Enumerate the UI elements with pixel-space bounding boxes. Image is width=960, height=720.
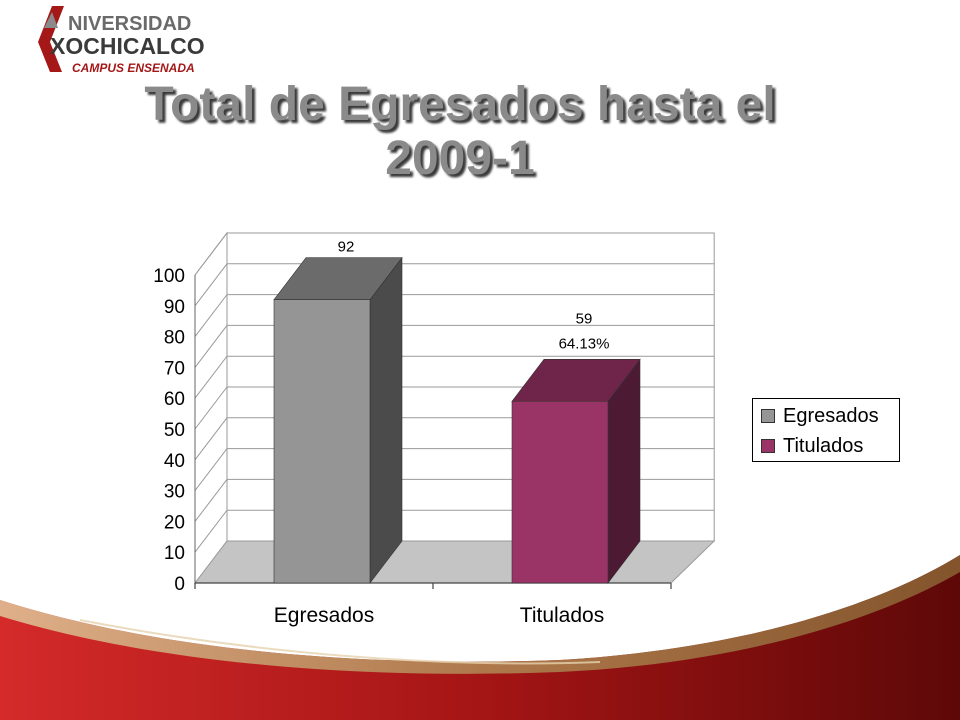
y-tick-label: 80	[164, 328, 185, 349]
y-tick-label: 100	[153, 266, 185, 287]
y-tick-label: 10	[164, 543, 185, 564]
y-tick-label: 0	[174, 574, 185, 595]
bar-egresados	[273, 299, 371, 584]
gridline	[194, 324, 715, 368]
slide-title: Total de Egresados hasta el 2009-1	[40, 78, 880, 186]
legend-swatch-egresados	[761, 409, 775, 423]
data-label-egresados: 92	[338, 239, 355, 256]
y-tick-label: 60	[164, 389, 185, 410]
y-tick-label: 30	[164, 482, 185, 503]
bar-titulados	[511, 400, 609, 584]
data-label-percent-titulados: 64.13%	[559, 335, 610, 352]
logo-text-3: CAMPUS ENSENADA	[72, 61, 195, 75]
title-line-1: Total de Egresados hasta el	[144, 78, 776, 131]
chart-floor	[193, 540, 716, 584]
y-tick-label: 90	[164, 297, 185, 318]
legend-swatch-titulados	[761, 439, 775, 453]
bar-side-egresados	[369, 256, 403, 584]
gridline	[194, 355, 715, 399]
title-line-2: 2009-1	[385, 132, 535, 185]
data-label-titulados: 59	[576, 310, 593, 327]
gridline	[194, 294, 715, 337]
logo-text-1: NIVERSIDAD	[68, 13, 191, 35]
gridline	[194, 263, 715, 307]
y-tick-label: 70	[164, 358, 185, 379]
x-category-label: Egresados	[274, 604, 374, 627]
university-logo: NIVERSIDAD XOCHICALCO CAMPUS ENSENADA	[30, 2, 230, 78]
y-tick-label: 40	[164, 451, 185, 472]
legend-item-titulados: Titulados	[761, 432, 863, 460]
x-category-label: Titulados	[520, 604, 604, 627]
y-tick-label: 20	[164, 512, 185, 533]
legend-item-egresados: Egresados	[761, 402, 879, 430]
legend-label-egresados: Egresados	[783, 404, 879, 427]
gridline	[194, 232, 715, 276]
chart-legend: Egresados Titulados	[752, 398, 900, 462]
legend-label-titulados: Titulados	[783, 434, 864, 457]
logo-text-2: XOCHICALCO	[50, 33, 205, 59]
y-tick-label: 50	[164, 420, 185, 441]
logo-graphic: NIVERSIDAD XOCHICALCO CAMPUS ENSENADA	[38, 6, 205, 75]
